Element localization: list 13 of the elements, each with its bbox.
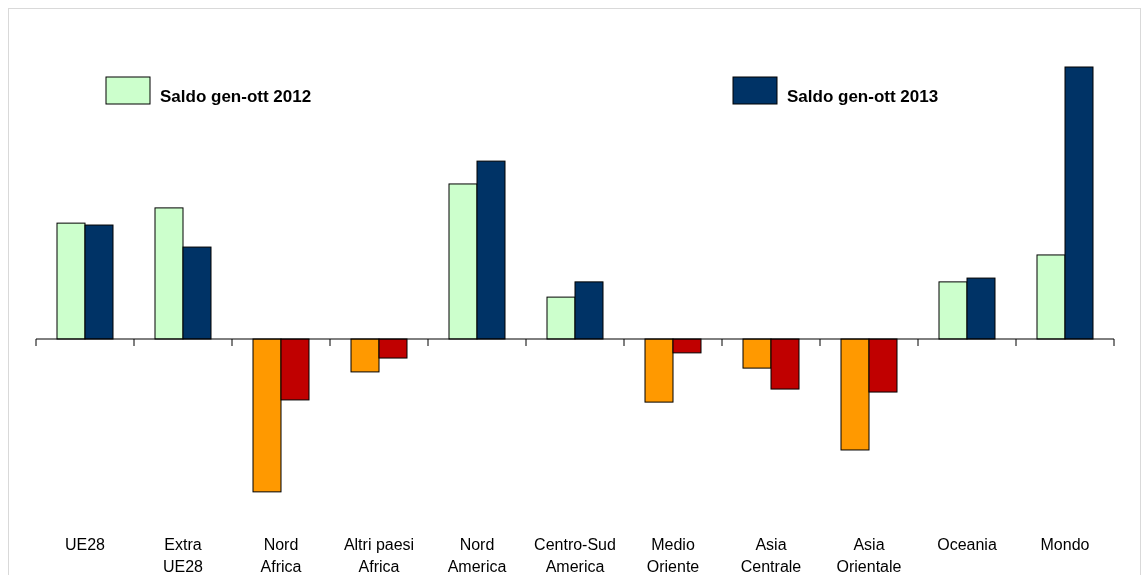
- x-tick-label: Oceania: [937, 536, 997, 553]
- x-tick-label: Altri paesi Africa: [343, 536, 415, 575]
- x-tick-label: Medio Oriente: [646, 536, 700, 575]
- x-tick-label: Centro-Sud America: [534, 536, 616, 575]
- x-tick-label: Mondo: [1040, 536, 1090, 553]
- x-tick-label: Nord Africa: [260, 536, 302, 575]
- legend-label: Saldo gen-ott 2013: [787, 87, 939, 106]
- x-tick-label: Asia Centrale: [740, 536, 802, 575]
- x-tick-label: UE28: [64, 536, 106, 553]
- x-tick-label: Asia Orientale: [836, 536, 902, 575]
- x-tick-label: Extra UE28: [162, 536, 204, 575]
- x-tick-label: Nord America: [447, 536, 507, 575]
- legend-label: Saldo gen-ott 2012: [160, 87, 312, 106]
